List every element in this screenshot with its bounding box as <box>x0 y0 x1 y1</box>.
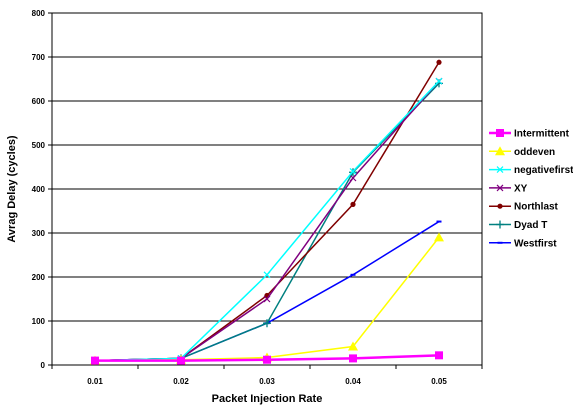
y-tick-label: 300 <box>32 229 46 238</box>
series-group <box>90 59 444 365</box>
legend-label: XY <box>514 183 528 194</box>
data-point <box>350 201 356 207</box>
data-point <box>496 129 504 137</box>
data-point <box>263 319 271 328</box>
legend-item: Intermittent <box>489 129 570 140</box>
y-tick-label: 400 <box>32 185 46 194</box>
legend-item: negativefirst <box>489 165 573 176</box>
data-point <box>435 351 443 360</box>
legend-label: oddeven <box>514 147 555 158</box>
x-axis-title: Packet Injection Rate <box>212 393 323 405</box>
legend-item: oddeven <box>489 146 555 158</box>
y-tick-label: 500 <box>32 141 46 150</box>
data-point <box>496 184 504 192</box>
x-tick-label: 0.02 <box>173 377 189 386</box>
legend-label: Intermittent <box>514 129 570 140</box>
x-tick-label: 0.04 <box>345 377 361 386</box>
y-tick-label: 200 <box>32 273 46 282</box>
data-point <box>435 77 443 85</box>
x-tick-label: 0.03 <box>259 377 275 386</box>
legend-item: Northlast <box>489 202 559 213</box>
data-point <box>495 146 505 156</box>
legend-item: XY <box>489 183 528 194</box>
data-point <box>496 220 504 229</box>
series-intermittent <box>91 351 443 365</box>
y-tick-label: 800 <box>32 9 46 18</box>
y-tick-label: 0 <box>41 361 46 370</box>
legend: Intermittent oddeven negativefirst XY Northl… <box>489 129 573 249</box>
x-tick-label: 0.01 <box>87 377 103 386</box>
legend-item: Westfirst <box>489 238 557 249</box>
y-axis-ticks: 0 100 200 300 400 500 600 700 800 <box>32 9 52 370</box>
data-point <box>349 167 357 175</box>
legend-label: Northlast <box>514 202 559 213</box>
data-point <box>436 59 442 65</box>
y-axis-title: Avrag Delay (cycles) <box>6 135 18 243</box>
data-point <box>348 341 358 351</box>
data-point <box>434 232 444 242</box>
legend-label: Dyad T <box>514 220 547 231</box>
legend-item: Dyad T <box>489 220 547 231</box>
y-tick-label: 600 <box>32 97 46 106</box>
data-point <box>91 356 99 365</box>
data-point <box>349 174 357 182</box>
legend-label: negativefirst <box>514 165 573 176</box>
data-point <box>263 355 271 364</box>
data-point <box>263 295 271 303</box>
data-point <box>177 356 185 365</box>
data-point <box>496 166 504 174</box>
x-tick-label: 0.05 <box>431 377 447 386</box>
x-axis-ticks: 0.01 0.02 0.03 0.04 0.05 <box>51 365 483 386</box>
y-tick-label: 700 <box>32 53 46 62</box>
y-tick-label: 100 <box>32 317 46 326</box>
data-point <box>263 271 271 279</box>
data-point <box>349 354 357 363</box>
legend-label: Westfirst <box>514 238 557 249</box>
data-point <box>497 203 503 209</box>
